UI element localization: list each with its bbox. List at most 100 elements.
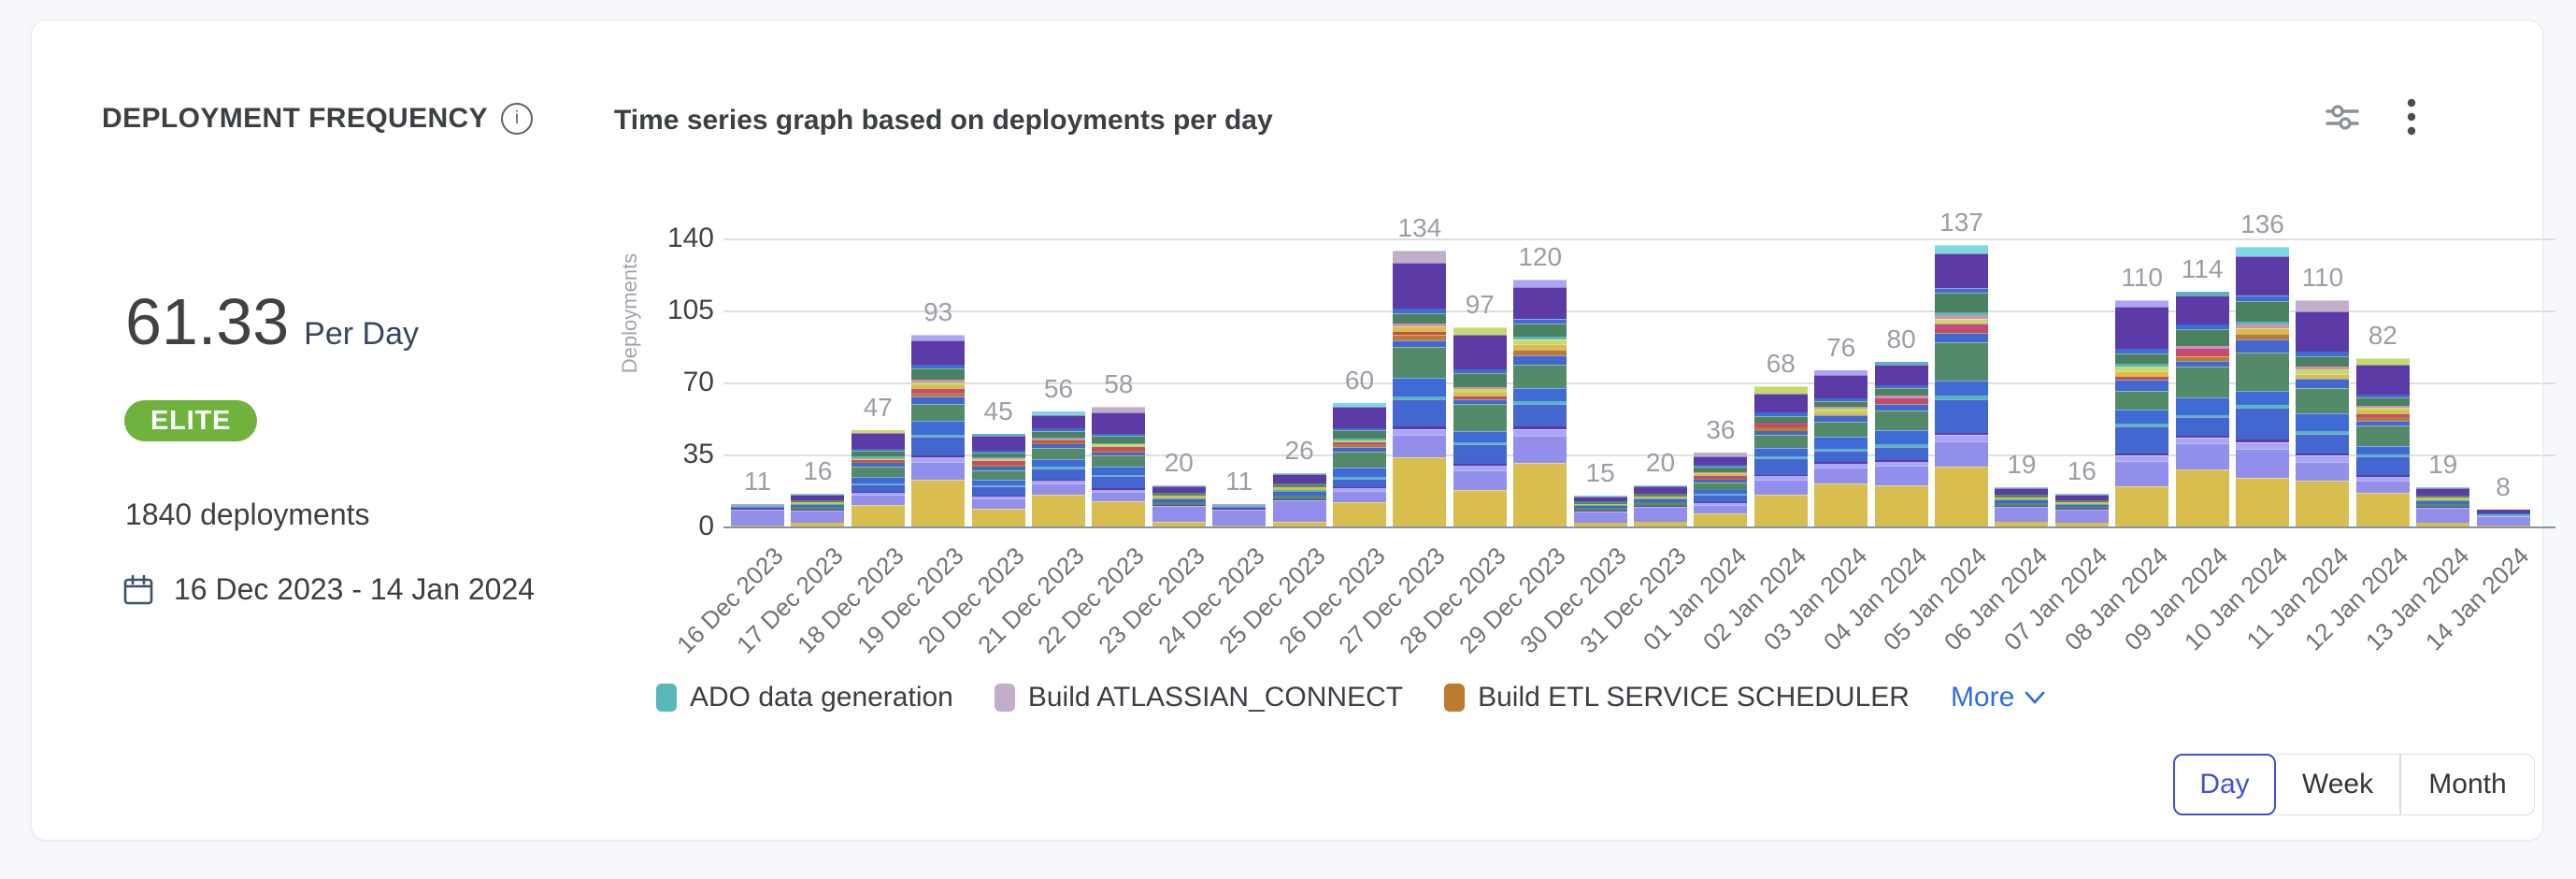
bar-07 Jan 2024[interactable] (2054, 493, 2109, 526)
bar-segment (1573, 505, 1627, 507)
bar-03 Jan 2024[interactable] (1814, 369, 1868, 526)
x-tick-label: 22 Dec 2023 (1032, 541, 1151, 659)
bar-segment (2115, 453, 2169, 456)
kebab-menu-icon[interactable] (2402, 94, 2421, 140)
bar-segment (851, 467, 905, 477)
bar-13 Jan 2024[interactable] (2416, 487, 2470, 527)
kebab-dots-glyph (2407, 98, 2416, 136)
bar-segment (2236, 327, 2289, 335)
bar-09 Jan 2024[interactable] (2175, 292, 2229, 526)
bar-segment (1513, 318, 1567, 324)
bar-segment (1634, 485, 1687, 487)
bar-segment (2115, 300, 2169, 308)
metric-per-day: 61.33 Per Day (125, 284, 419, 359)
bar-value-label: 76 (1826, 332, 1856, 362)
bar-segment (1694, 477, 1748, 479)
bar-segment (2175, 435, 2229, 439)
bar-segment (2296, 461, 2350, 481)
legend-item-build-atlassian-connect[interactable]: Build ATLASSIAN_CONNECT (994, 682, 1403, 713)
bar-segment (2355, 454, 2410, 457)
bar-segment (2296, 352, 2350, 357)
bar-segment (2296, 453, 2350, 456)
bar-segment (1453, 398, 1507, 405)
bar-segment (1935, 253, 1988, 288)
bar-value-label: 19 (2428, 450, 2458, 480)
bar-segment (2175, 346, 2229, 350)
period-button-week[interactable]: Week (2276, 754, 2400, 815)
bar-26 Dec 2023[interactable] (1333, 403, 1386, 526)
bar-20 Dec 2023[interactable] (971, 434, 1025, 526)
period-button-month[interactable]: Month (2400, 754, 2535, 815)
bar-segment (1393, 324, 1447, 327)
bar-segment (2115, 461, 2169, 486)
bar-14 Jan 2024[interactable] (2476, 510, 2530, 526)
bar-segment (1032, 494, 1085, 526)
bar-segment (2054, 494, 2109, 500)
bar-19 Dec 2023[interactable] (911, 335, 966, 526)
bar-11 Jan 2024[interactable] (2296, 300, 2350, 526)
bar-segment (851, 433, 905, 450)
legend-item-ado-data-generation[interactable]: ADO data generation (656, 682, 953, 713)
bar-segment (1634, 522, 1687, 527)
bar-segment (1513, 355, 1567, 366)
bar-16 Dec 2023[interactable] (731, 503, 784, 526)
bar-segment (2355, 414, 2410, 418)
bar-22 Dec 2023[interactable] (1092, 407, 1146, 526)
bar-segment (971, 498, 1025, 509)
bar-segment (2355, 425, 2410, 447)
bar-segment (2054, 493, 2109, 495)
bar-segment (851, 456, 905, 458)
bar-segment (731, 508, 784, 510)
bar-04 Jan 2024[interactable] (1874, 362, 1928, 526)
bar-segment (1513, 324, 1567, 337)
bar-06 Jan 2024[interactable] (1995, 487, 2049, 526)
bar-17 Dec 2023[interactable] (791, 493, 845, 526)
bar-02 Jan 2024[interactable] (1753, 386, 1808, 526)
bar-segment (1333, 478, 1386, 487)
bar-segment (1814, 400, 1868, 408)
bar-12 Jan 2024[interactable] (2355, 357, 2410, 526)
bar-28 Dec 2023[interactable] (1453, 326, 1507, 526)
bar-value-label: 19 (2007, 450, 2037, 480)
bar-segment (971, 464, 1025, 467)
bar-25 Dec 2023[interactable] (1272, 472, 1326, 526)
bar-29 Dec 2023[interactable] (1513, 280, 1567, 526)
x-tick-label: 25 Dec 2023 (1212, 541, 1331, 659)
bar-value-label: 58 (1104, 369, 1134, 399)
bar-05 Jan 2024[interactable] (1935, 244, 1988, 526)
legend-more-link[interactable]: More (1951, 682, 2046, 713)
period-button-day[interactable]: Day (2173, 754, 2276, 815)
bar-segment (1333, 440, 1386, 442)
bar-segment (2175, 360, 2229, 367)
bar-segment (1272, 483, 1326, 488)
bar-23 Dec 2023[interactable] (1152, 485, 1206, 527)
bar-18 Dec 2023[interactable] (851, 429, 905, 527)
bar-segment (791, 499, 845, 503)
bar-segment (1814, 407, 1868, 410)
legend-item-build-etl-service-scheduler[interactable]: Build ETL SERVICE SCHEDULER (1444, 682, 1910, 713)
bar-segment (1333, 446, 1386, 453)
bar-segment (1032, 430, 1085, 438)
bar-segment (1393, 262, 1447, 309)
bar-08 Jan 2024[interactable] (2115, 300, 2169, 526)
filter-sliders-icon[interactable] (2322, 98, 2363, 136)
x-tick-label: 03 Jan 2024 (1757, 541, 1872, 656)
bar-segment (1272, 489, 1326, 492)
bar-segment (1874, 401, 1928, 404)
bar-segment (1753, 435, 1808, 448)
x-tick-label: 18 Dec 2023 (792, 541, 909, 659)
bar-segment (1573, 511, 1627, 524)
bar-segment (2115, 485, 2169, 526)
bar-01 Jan 2024[interactable] (1694, 452, 1748, 526)
info-icon[interactable]: i (501, 103, 534, 135)
bar-segment (1935, 318, 1988, 324)
bar-27 Dec 2023[interactable] (1393, 251, 1447, 526)
bar-21 Dec 2023[interactable] (1032, 411, 1085, 526)
bar-segment (911, 479, 966, 526)
bar-24 Dec 2023[interactable] (1212, 503, 1267, 526)
bar-30 Dec 2023[interactable] (1573, 496, 1627, 526)
x-tick-label: 17 Dec 2023 (731, 541, 850, 659)
bar-31 Dec 2023[interactable] (1634, 485, 1687, 527)
bar-10 Jan 2024[interactable] (2236, 246, 2289, 526)
bar-segment (851, 476, 905, 483)
